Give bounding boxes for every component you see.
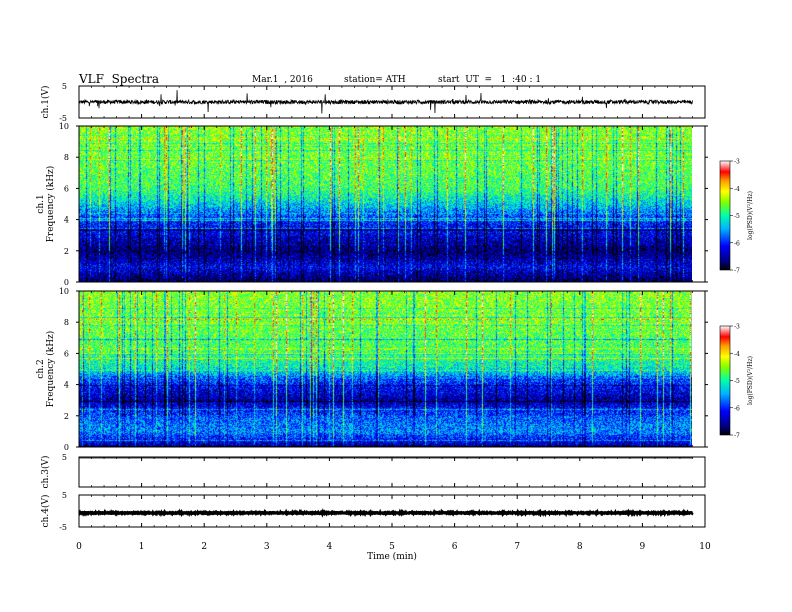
x-tick-label: 7 — [514, 542, 520, 552]
y-tick-label: 5 — [62, 82, 67, 91]
ch1-waveform-ylabel: ch.1(V) — [40, 86, 51, 119]
station-label: station= ATH — [344, 75, 406, 85]
ch3-waveform-ylabel: ch.3(V) — [40, 456, 51, 489]
colorbar-tick-label: -3 — [734, 324, 740, 331]
ch1-spectrogram-colorbar — [719, 160, 731, 271]
y-axis-label: ch.3(V) — [40, 456, 51, 489]
y-tick-label: 8 — [64, 153, 69, 162]
x-tick-label: 0 — [76, 542, 82, 552]
start-time-label: start UT = 1 :40 : 1 — [438, 75, 542, 85]
ch1-spectrogram-ylabel: ch.1 Frequency (kHz) — [36, 166, 56, 243]
x-tick-label: 9 — [640, 542, 646, 552]
figure-title: VLF Spectra — [79, 72, 160, 86]
x-tick-label: 2 — [201, 542, 207, 552]
colorbar-tick-label: -4 — [734, 351, 740, 358]
ch1-spectrogram-image — [79, 126, 692, 282]
y-axis-label: ch.1(V) — [40, 86, 51, 119]
x-tick-label: 5 — [389, 542, 395, 552]
y-tick-label: 0 — [64, 278, 69, 287]
y-tick-label: 0 — [64, 443, 69, 452]
y-axis-label: Frequency (kHz) — [45, 331, 56, 408]
ch1-waveform-trace — [78, 90, 693, 114]
ch4-waveform-ylabel: ch.4(V) — [40, 495, 51, 528]
colorbar-tick-label: -3 — [734, 159, 740, 166]
y-tick-label: 2 — [64, 247, 69, 256]
y-tick-label: -5 — [59, 114, 67, 123]
date-label: Mar.1 , 2016 — [252, 75, 313, 85]
y-tick-label: 10 — [59, 287, 69, 296]
y-axis-label: ch.2 — [36, 359, 46, 378]
y-tick-label: 6 — [64, 184, 69, 193]
colorbar-tick-label: -5 — [734, 378, 740, 385]
y-tick-label: -5 — [59, 523, 67, 532]
x-tick-label: 6 — [452, 542, 458, 552]
y-axis-label: ch.1 — [36, 194, 46, 213]
ch4-waveform-trace — [78, 508, 694, 518]
y-tick-label: 2 — [64, 412, 69, 421]
y-axis-label: Frequency (kHz) — [45, 166, 56, 243]
ch2-spectrogram-ylabel: ch.2 Frequency (kHz) — [36, 331, 56, 408]
colorbar-tick-label: -6 — [734, 405, 740, 412]
y-tick-label: 10 — [59, 122, 69, 131]
y-tick-label: 8 — [64, 318, 69, 327]
colorbar-label: log(PSD)(V²/Hz) — [747, 356, 754, 405]
y-tick-label: 4 — [64, 216, 69, 225]
y-tick-label: 6 — [64, 349, 69, 358]
x-axis-label: Time (min) — [367, 551, 417, 562]
x-tick-label: 3 — [264, 542, 270, 552]
colorbar-tick-label: -4 — [734, 186, 740, 193]
y-axis-label: ch.4(V) — [40, 495, 51, 528]
x-tick-label: 10 — [699, 542, 711, 552]
x-tick-label: 8 — [577, 542, 583, 552]
colorbar-tick-label: -5 — [734, 213, 740, 220]
colorbar-tick-label: -6 — [734, 240, 740, 247]
y-tick-label: 5 — [62, 453, 67, 462]
x-tick-label: 4 — [327, 542, 333, 552]
ch3-waveform-frame — [78, 456, 706, 488]
ch2-spectrogram-image — [79, 291, 692, 447]
y-tick-label: 4 — [64, 381, 69, 390]
y-tick-label: 5 — [62, 491, 67, 500]
ch2-spectrogram-colorbar — [719, 325, 731, 436]
colorbar-tick-label: -7 — [734, 433, 740, 440]
colorbar-tick-label: -7 — [734, 268, 740, 275]
colorbar-label: log(PSD)(V²/Hz) — [747, 191, 754, 240]
x-tick-label: 1 — [139, 542, 145, 552]
